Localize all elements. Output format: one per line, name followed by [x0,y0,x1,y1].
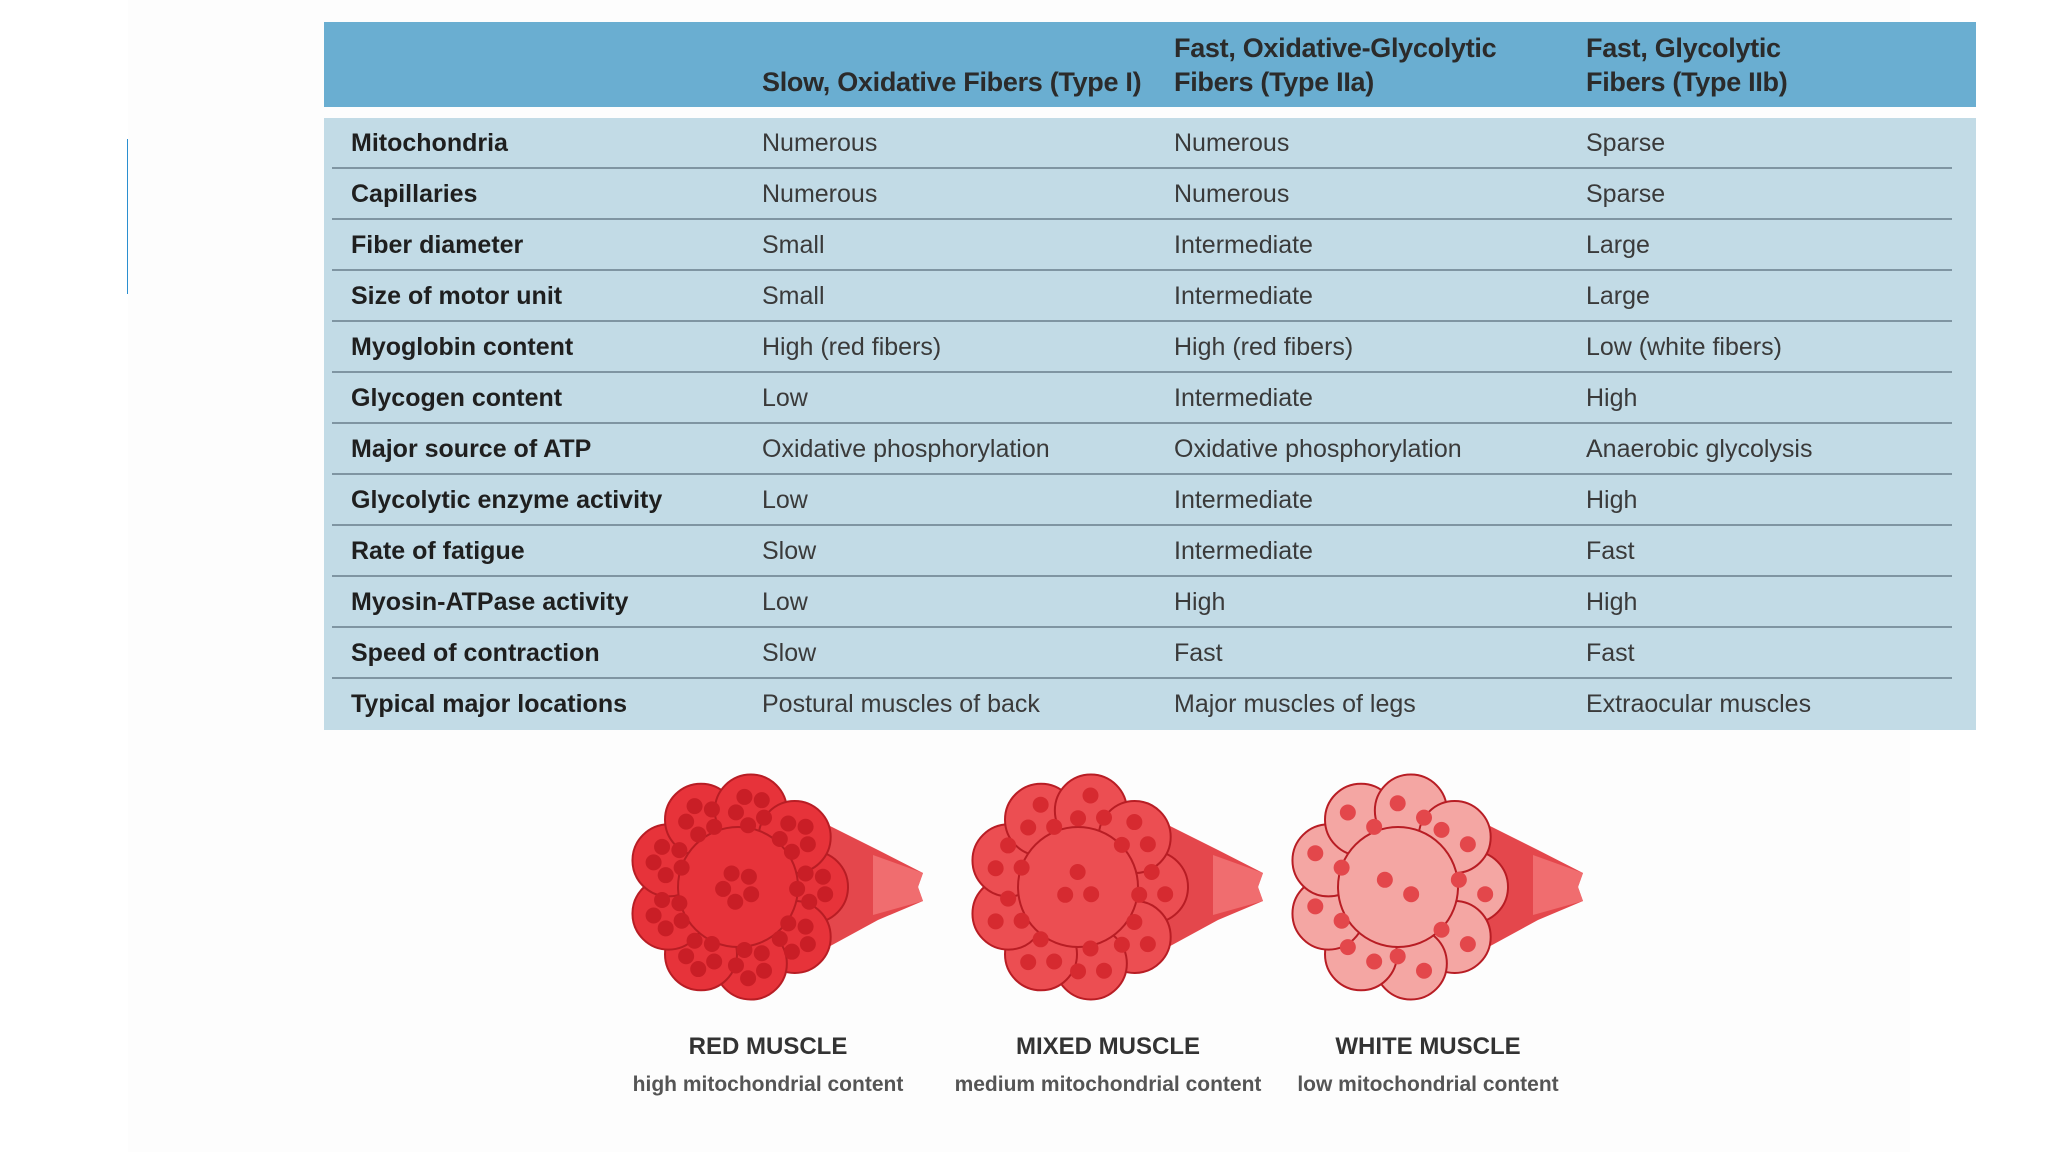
header-type-2a: Fast, Oxidative-Glycolytic Fibers (Type … [1174,33,1497,97]
type-1-value: Oxidative phosphorylation [762,435,1050,463]
muscle-illustrations: RED MUSCLE high mitochondrial content MI… [598,755,1638,1115]
red-muscle-figure: RED MUSCLE high mitochondrial content [598,755,938,1115]
muscle-bundle-icon [1291,773,1583,1001]
type-1-value: Numerous [762,129,878,157]
muscle-title: MIXED MUSCLE [1015,1033,1200,1060]
type-2a-value: Numerous [1174,129,1290,157]
type-2b-value: Large [1586,231,1650,259]
type-2a-value: Intermediate [1174,384,1313,412]
mixed-muscle-figure: MIXED MUSCLE medium mitochondrial conten… [938,755,1278,1115]
row-label: Fiber diameter [351,231,524,259]
type-2b-value: Anaerobic glycolysis [1586,435,1813,463]
row-label: Size of motor unit [351,282,563,310]
table-row: Major source of ATP Oxidative phosphoryl… [324,424,1976,475]
table-row: Myoglobin content High (red fibers) High… [324,322,1976,373]
table-row: Mitochondria Numerous Numerous Sparse [324,118,1976,169]
table-row: Myosin-ATPase activity Low High High [324,577,1976,628]
type-2b-value: Fast [1586,537,1635,565]
row-divider [332,524,1952,526]
row-label: Glycogen content [351,384,563,412]
row-divider [332,371,1952,373]
row-divider [332,218,1952,220]
type-1-value: Slow [762,639,817,667]
row-label: Myoglobin content [351,333,574,361]
type-1-value: Slow [762,537,817,565]
type-1-value: High (red fibers) [762,333,942,361]
row-label: Speed of contraction [351,639,600,667]
muscle-fiber-table: Slow, Oxidative Fibers (Type I) Fast, Ox… [324,22,1976,730]
table-row: Fiber diameter Small Intermediate Large [324,220,1976,271]
row-label: Typical major locations [351,690,628,718]
type-2b-value: Extraocular muscles [1586,690,1812,718]
row-divider [332,473,1952,475]
table-row: Typical major locations Postural muscles… [324,679,1976,730]
muscle-title: WHITE MUSCLE [1335,1033,1521,1060]
type-2a-value: Major muscles of legs [1174,690,1416,718]
type-2a-value: High [1174,588,1226,616]
type-1-value: Low [762,384,808,412]
type-2a-value: Intermediate [1174,486,1313,514]
row-label: Major source of ATP [351,435,592,463]
table-body: Mitochondria Numerous Numerous Sparse Ca… [324,118,1976,730]
type-1-value: Postural muscles of back [762,690,1040,718]
type-2a-value: Intermediate [1174,537,1313,565]
type-1-value: Small [762,282,825,310]
type-2b-value: Sparse [1586,180,1666,208]
row-divider [332,167,1952,169]
type-2a-value: Intermediate [1174,231,1313,259]
table-row: Capillaries Numerous Numerous Sparse [324,169,1976,220]
row-label: Myosin-ATPase activity [351,588,629,616]
type-2b-value: Fast [1586,639,1635,667]
muscle-bundle-icon [631,773,923,1001]
table-row: Rate of fatigue Slow Intermediate Fast [324,526,1976,577]
table-header: Slow, Oxidative Fibers (Type I) Fast, Ox… [324,22,1976,107]
table-row: Glycolytic enzyme activity Low Intermedi… [324,475,1976,526]
type-2b-value: Large [1586,282,1650,310]
type-2b-value: Low (white fibers) [1586,333,1782,361]
table-row: Speed of contraction Slow Fast Fast [324,628,1976,679]
row-divider [332,320,1952,322]
type-1-value: Small [762,231,825,259]
type-2a-value: Intermediate [1174,282,1313,310]
slide-image: Slow, Oxidative Fibers (Type I) Fast, Ox… [128,0,1976,1152]
type-2b-value: High [1586,486,1638,514]
table-row: Glycogen content Low Intermediate High [324,373,1976,424]
type-2b-value: High [1586,588,1638,616]
type-2a-value: High (red fibers) [1174,333,1354,361]
muscle-bundle-icon [971,773,1263,1001]
header-type-1: Slow, Oxidative Fibers (Type I) [762,67,1142,97]
row-divider [332,575,1952,577]
muscle-title: RED MUSCLE [688,1033,848,1060]
muscle-caption: low mitochondrial content [1297,1073,1559,1096]
type-1-value: Numerous [762,180,878,208]
muscle-caption: high mitochondrial content [632,1073,904,1096]
header-type-2b: Fast, Glycolytic Fibers (Type IIb) [1586,33,1788,97]
type-1-value: Low [762,588,808,616]
row-divider [332,677,1952,679]
table-row: Size of motor unit Small Intermediate La… [324,271,1976,322]
row-label: Capillaries [351,180,478,208]
row-divider [332,626,1952,628]
row-label: Mitochondria [351,129,508,157]
type-2a-value: Numerous [1174,180,1290,208]
white-muscle-figure: WHITE MUSCLE low mitochondrial content [1258,755,1598,1115]
type-2a-value: Oxidative phosphorylation [1174,435,1462,463]
type-2a-value: Fast [1174,639,1223,667]
type-1-value: Low [762,486,808,514]
row-divider [332,269,1952,271]
row-label: Glycolytic enzyme activity [351,486,663,514]
row-label: Rate of fatigue [351,537,525,565]
row-divider [332,422,1952,424]
type-2b-value: High [1586,384,1638,412]
muscle-caption: medium mitochondrial content [954,1073,1262,1096]
type-2b-value: Sparse [1586,129,1666,157]
